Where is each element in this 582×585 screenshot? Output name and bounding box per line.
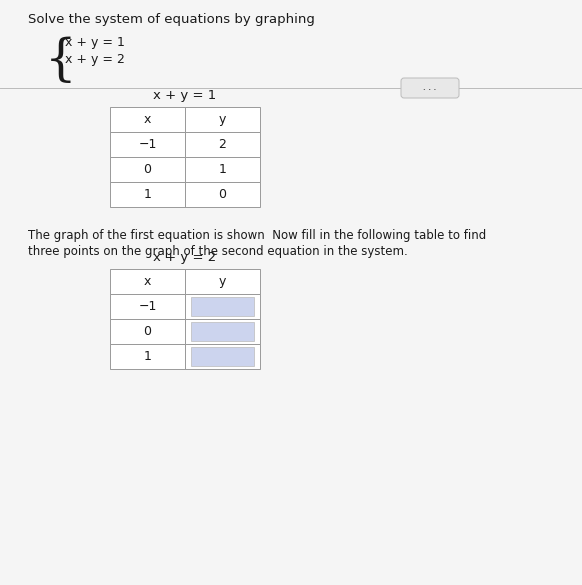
Text: The graph of the first equation is shown  Now fill in the following table to fin: The graph of the first equation is shown… (28, 229, 486, 242)
Text: 1: 1 (144, 350, 151, 363)
Text: x: x (144, 275, 151, 288)
Text: 0: 0 (144, 163, 151, 176)
Text: {: { (45, 37, 77, 87)
Bar (110, 269, 185, 294)
Bar (110, 182, 185, 207)
Bar (185, 344, 260, 369)
Text: 0: 0 (144, 325, 151, 338)
Text: three points on the graph of the second equation in the system.: three points on the graph of the second … (28, 245, 408, 258)
Text: . . .: . . . (423, 85, 436, 91)
Bar (191, 322, 254, 341)
FancyBboxPatch shape (401, 78, 459, 98)
Text: y: y (219, 275, 226, 288)
Text: −1: −1 (139, 300, 157, 313)
Text: x: x (144, 113, 151, 126)
Text: x + y = 1: x + y = 1 (65, 36, 125, 49)
Text: 2: 2 (219, 138, 226, 151)
Text: Solve the system of equations by graphing: Solve the system of equations by graphin… (28, 13, 315, 26)
Bar (110, 319, 185, 344)
Bar (185, 269, 260, 294)
Bar (110, 294, 185, 319)
Bar (185, 182, 260, 207)
Bar (185, 157, 260, 182)
Text: x + y = 2: x + y = 2 (65, 53, 125, 66)
Bar (191, 347, 254, 366)
Bar (110, 157, 185, 182)
Bar (185, 132, 260, 157)
Bar (191, 297, 254, 316)
Text: x + y = 2: x + y = 2 (154, 250, 217, 263)
Bar (110, 344, 185, 369)
Bar (185, 319, 260, 344)
Text: 0: 0 (218, 188, 226, 201)
Bar (110, 107, 185, 132)
Bar (110, 132, 185, 157)
Bar (185, 294, 260, 319)
Text: x + y = 1: x + y = 1 (154, 88, 217, 102)
Text: 1: 1 (219, 163, 226, 176)
Bar (185, 107, 260, 132)
Text: −1: −1 (139, 138, 157, 151)
Text: y: y (219, 113, 226, 126)
Text: 1: 1 (144, 188, 151, 201)
